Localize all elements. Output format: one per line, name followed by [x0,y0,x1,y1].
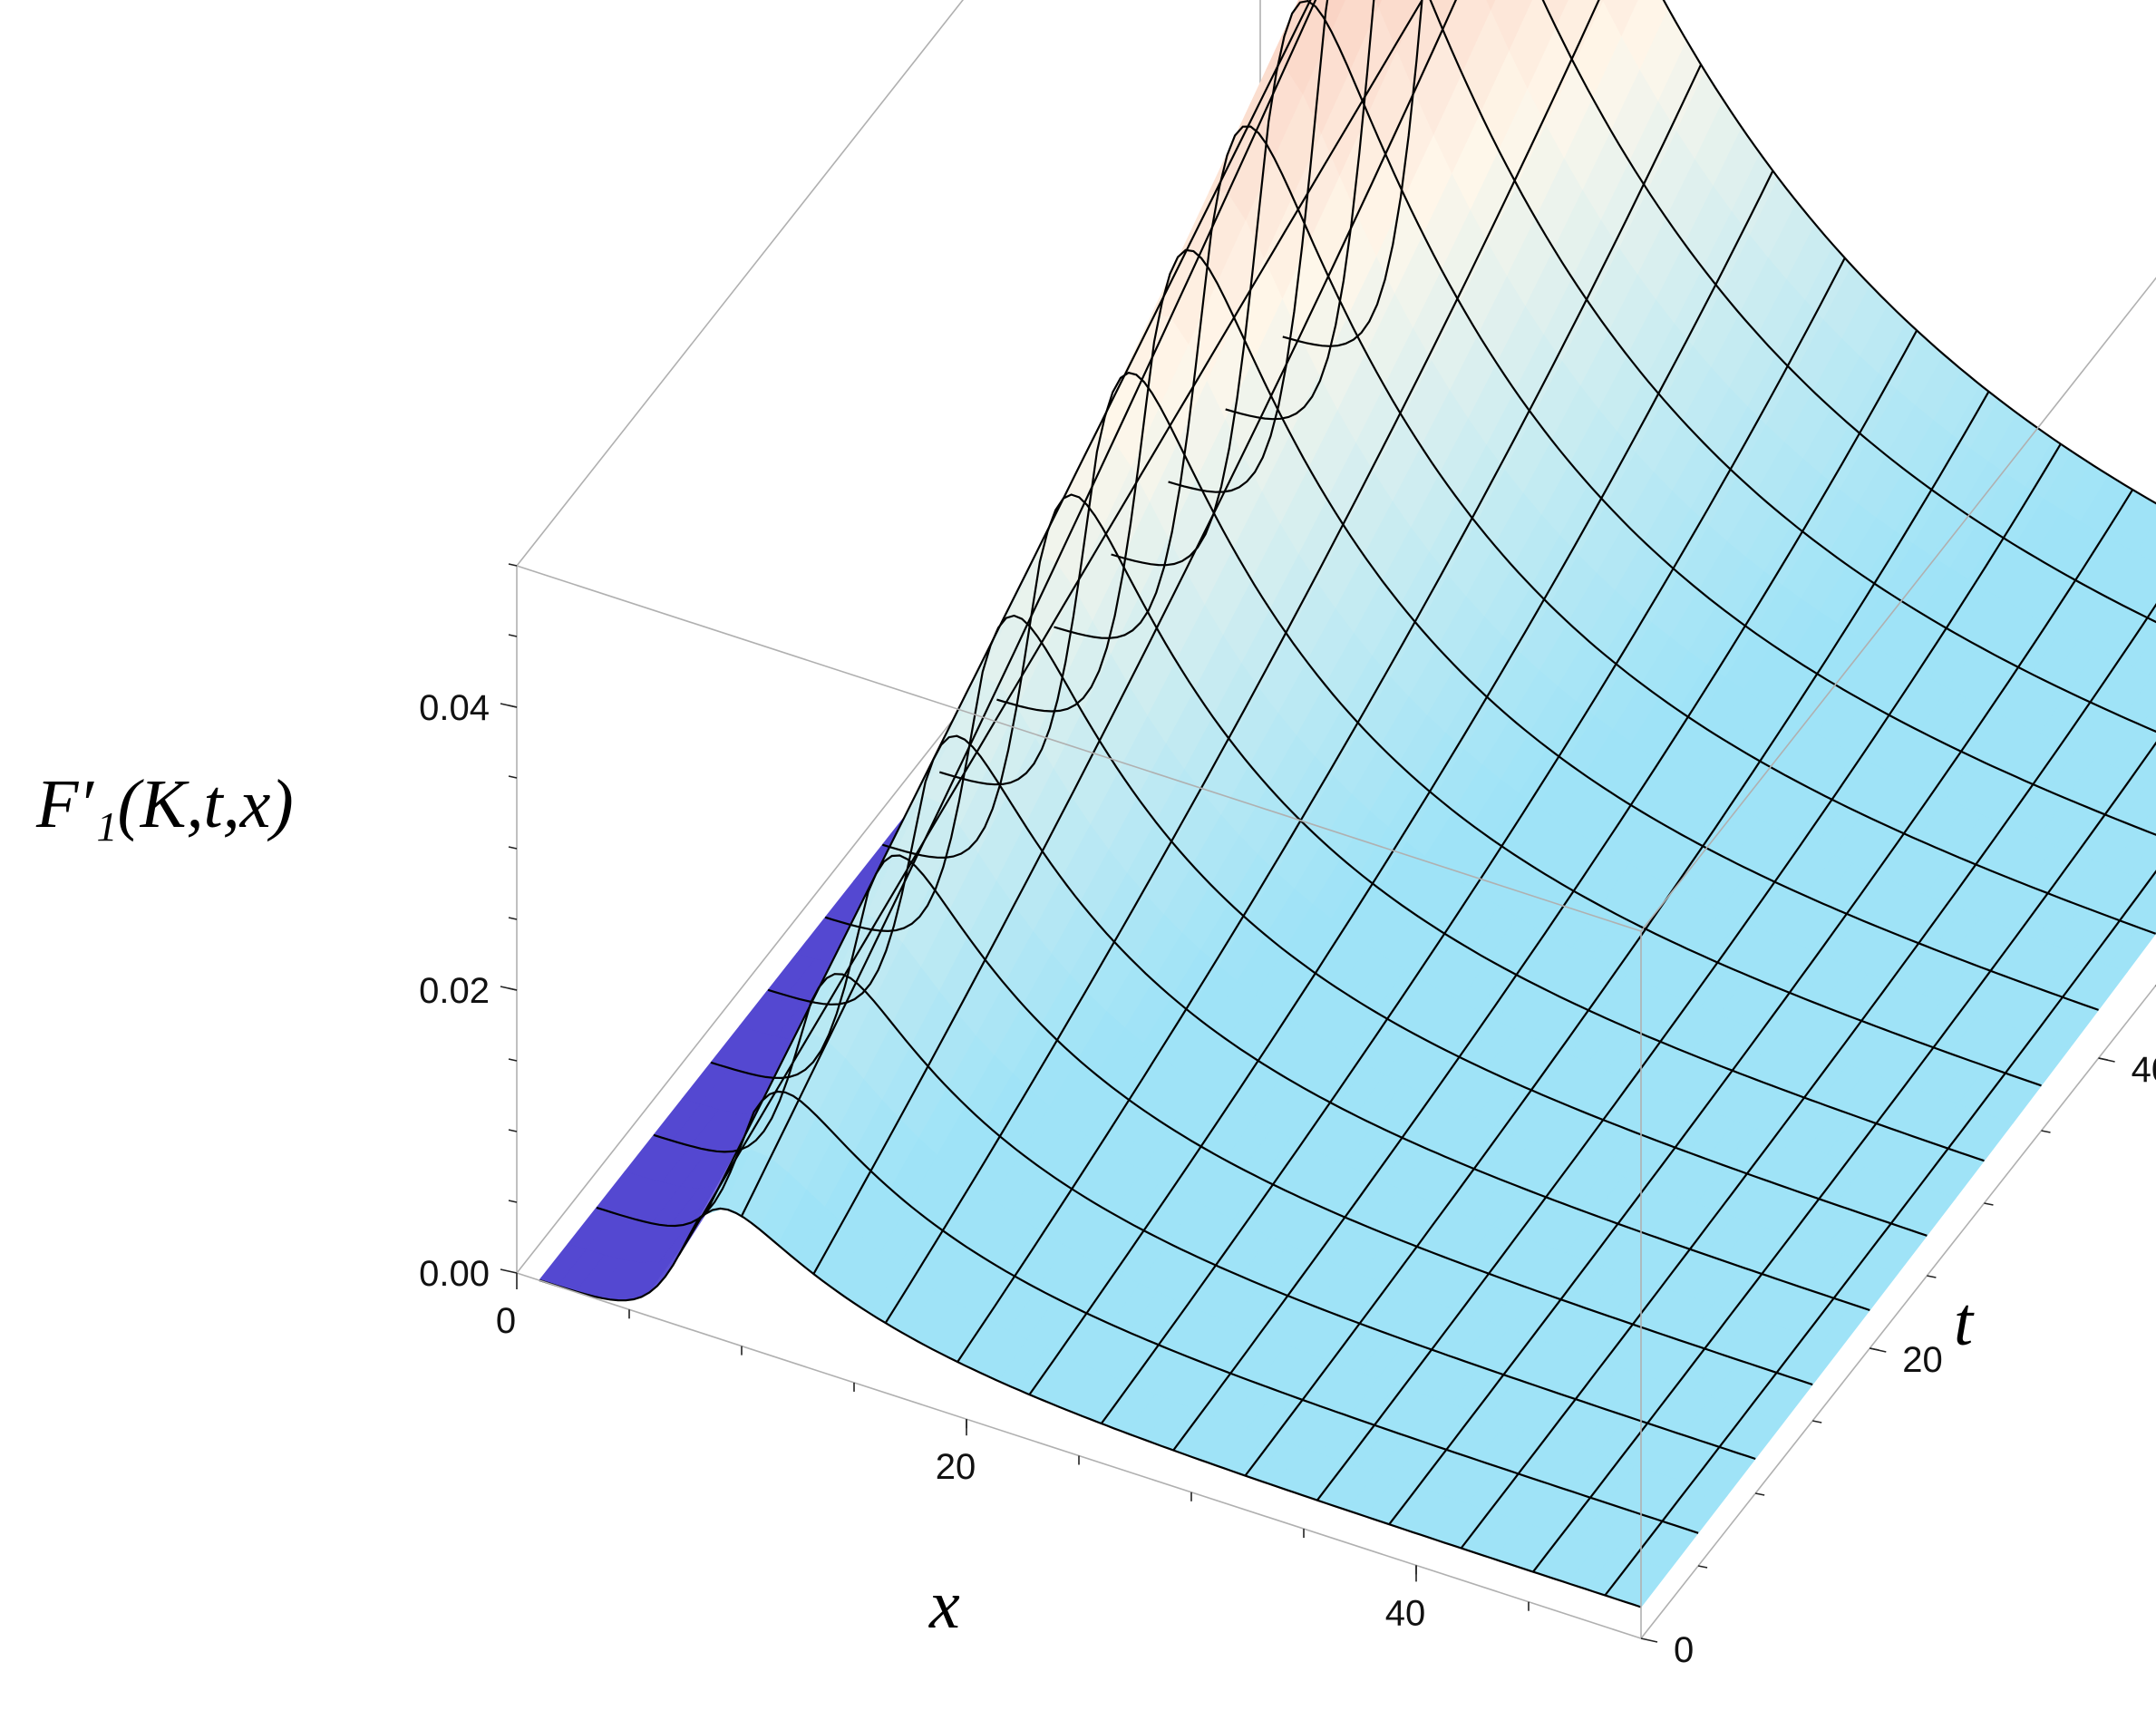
z-minor-tick [508,917,518,920]
mesh-line-t [996,248,2099,1011]
mesh-line-t [938,371,2042,1087]
mesh-line-x [1532,741,2156,1573]
mesh-line-x [1316,443,2062,1501]
x-tick-label: 20 [936,1447,976,1487]
box-edge-top-left [516,0,965,567]
t-tick-label: 0 [1674,1630,1694,1670]
mesh-line-t [1054,125,2156,935]
z-minor-tick [508,775,518,779]
mesh-line-x [1100,257,1846,1424]
mesh-line-x [1244,391,1990,1477]
box-edge-right-floor [1640,984,2156,1639]
mesh-line-x [1388,489,2134,1525]
box-edge-top-right [1640,277,2156,932]
mesh-line-t [596,1090,1699,1534]
t-minor-tick [1927,1275,1937,1278]
mesh-line-x [704,0,1312,1214]
mesh-line-t [1111,0,2156,836]
mesh-line-x [884,0,1600,1324]
t-tick-label: 40 [2132,1050,2156,1090]
z-tick-label: 0.00 [419,1254,490,1294]
z-minor-tick [508,705,518,708]
t-minor-tick [1812,1420,1822,1424]
z-minor-tick [508,987,518,991]
mesh-line-t [1282,0,2156,505]
mesh-line-x [957,63,1703,1363]
mesh-line-t [653,973,1756,1461]
mesh-line-t [1225,0,2156,624]
t-tick-mark [1640,1637,1658,1643]
mesh-line-t [881,493,1985,1162]
t-minor-tick [2098,1057,2108,1061]
t-minor-tick [1870,1347,1879,1351]
z-minor-tick [508,563,518,567]
mesh-line-t [767,734,1870,1312]
mesh-line-t [1168,0,2156,734]
axis-ticks: 0.000.020.04020400204060 [419,563,2156,1670]
surface-patch [2149,772,2156,784]
t-minor-tick [1984,1202,1994,1206]
mesh-line-t [710,854,1813,1386]
z-tick-label: 0.02 [419,971,490,1011]
x-axis-title: x [928,1567,960,1643]
z-minor-tick [508,1058,518,1062]
mesh-line-t [824,614,1928,1237]
surface-patch [1374,0,1383,9]
z-minor-tick [508,1200,518,1203]
surface-mesh [539,0,2156,1608]
z-minor-tick [508,1129,518,1132]
surface-patch [1485,0,1497,13]
z-axis-title: F′₁(K,t,x) [35,766,294,842]
z-tick-mark [500,1268,518,1274]
box-edge-top-front [516,565,1642,932]
mesh-line-x [1172,329,1918,1452]
x-tick-label: 0 [496,1301,516,1341]
t-minor-tick [2041,1130,2051,1133]
z-minor-tick [508,846,518,850]
x-tick-label: 40 [1385,1593,1426,1633]
surface-patch [2151,668,2156,678]
z-tick-label: 0.04 [419,688,490,728]
mesh-line-x [812,0,1457,1275]
t-minor-tick [1697,1565,1708,1569]
t-minor-tick [1754,1492,1765,1496]
t-axis-title: t [1954,1284,1975,1360]
mesh-line-x [1028,170,1774,1395]
t-tick-label: 20 [1902,1340,1943,1380]
mesh-line-x [1460,603,2156,1550]
mesh-line-x [1604,870,2156,1597]
mesh-line-t [539,1207,1642,1608]
mesh-line-x [741,0,1317,1217]
z-minor-tick [508,634,518,637]
